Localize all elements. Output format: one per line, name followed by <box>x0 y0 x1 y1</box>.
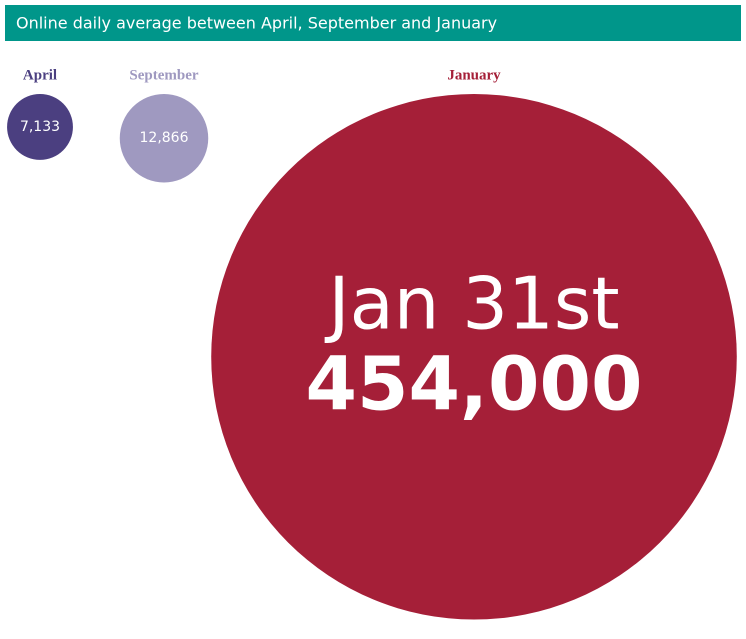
chart-title: Online daily average between April, Sept… <box>16 14 497 33</box>
value-label: 12,866 <box>140 130 189 146</box>
value-label: 454,000 <box>305 341 642 427</box>
bubble <box>119 94 209 183</box>
title-bar <box>5 5 741 41</box>
bubble <box>211 94 737 620</box>
bubble <box>7 94 73 160</box>
value-label: 7,133 <box>20 119 60 135</box>
category-label: September <box>129 67 198 83</box>
annotation: Jan 31st <box>324 261 619 345</box>
category-label: January <box>447 67 501 83</box>
category-label: April <box>23 67 57 83</box>
